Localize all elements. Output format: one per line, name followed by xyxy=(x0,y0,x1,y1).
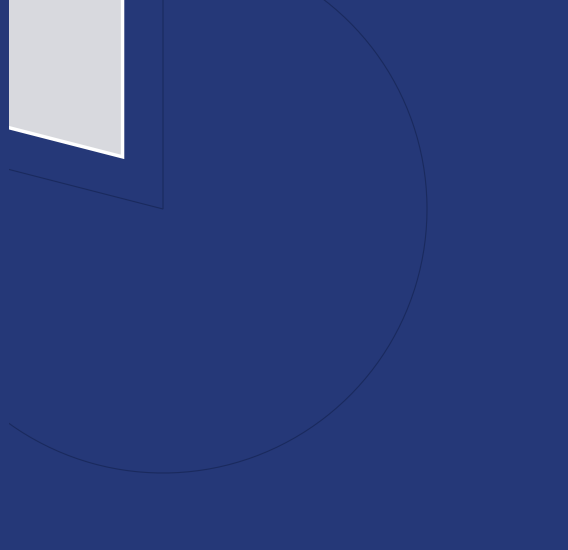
Wedge shape xyxy=(0,0,427,473)
Wedge shape xyxy=(0,0,123,157)
